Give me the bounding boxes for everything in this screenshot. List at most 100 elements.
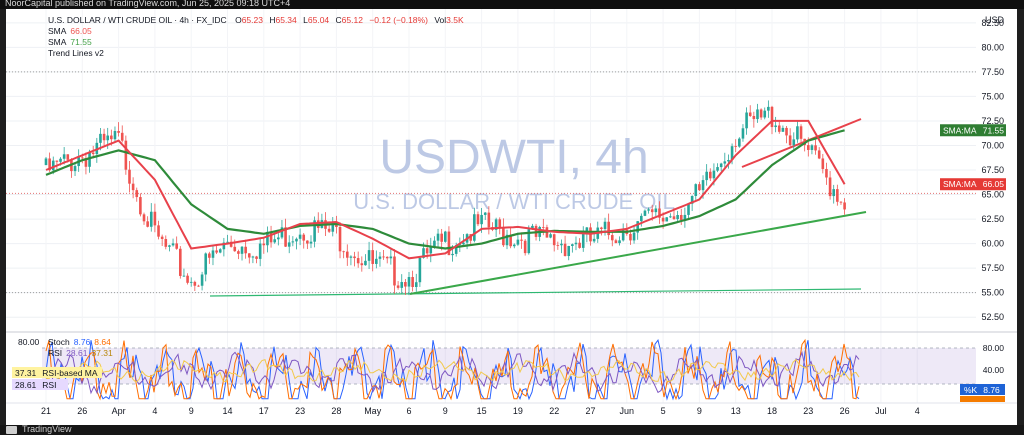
candle[interactable] (226, 241, 229, 243)
candle[interactable] (716, 167, 719, 171)
candle[interactable] (425, 248, 429, 254)
legend-trendlines[interactable]: Trend Lines v2 (48, 48, 104, 58)
candle[interactable] (836, 189, 839, 202)
candle[interactable] (610, 235, 614, 241)
candle[interactable] (723, 161, 727, 164)
candle[interactable] (839, 201, 843, 203)
candle[interactable] (621, 229, 625, 241)
candle[interactable] (618, 240, 621, 244)
stoch-d-line[interactable] (45, 338, 860, 401)
candle[interactable] (211, 250, 215, 258)
candle[interactable] (88, 152, 91, 167)
candle[interactable] (356, 258, 360, 264)
candle[interactable] (665, 217, 669, 222)
candle[interactable] (371, 250, 374, 264)
candle[interactable] (661, 217, 665, 222)
lower-legend-stoch[interactable]: Stoch 8.76 8.64 (48, 337, 111, 347)
candle[interactable] (796, 126, 799, 140)
candle[interactable] (66, 154, 70, 160)
candle[interactable] (828, 177, 832, 197)
candle[interactable] (556, 245, 560, 246)
candle[interactable] (799, 126, 803, 139)
candle[interactable] (99, 133, 102, 143)
candle[interactable] (785, 127, 788, 136)
candle[interactable] (567, 245, 571, 257)
candle[interactable] (843, 202, 846, 210)
candle[interactable] (676, 215, 679, 220)
candle[interactable] (679, 215, 683, 221)
candle[interactable] (51, 160, 55, 171)
candle[interactable] (643, 210, 647, 216)
candle[interactable] (197, 285, 200, 287)
candle[interactable] (777, 125, 781, 132)
candle[interactable] (113, 130, 117, 140)
candle[interactable] (672, 216, 676, 220)
candle[interactable] (120, 132, 124, 141)
candle[interactable] (767, 106, 770, 111)
candle[interactable] (418, 257, 422, 283)
candle[interactable] (494, 219, 498, 230)
candle[interactable] (730, 146, 734, 160)
candle[interactable] (400, 282, 404, 288)
candle[interactable] (179, 248, 182, 276)
candle[interactable] (233, 246, 237, 252)
candle[interactable] (414, 282, 418, 288)
candle[interactable] (204, 253, 208, 275)
candle[interactable] (433, 240, 436, 247)
candle[interactable] (273, 239, 276, 243)
candle[interactable] (135, 190, 139, 198)
candle[interactable] (110, 135, 113, 140)
candle[interactable] (498, 219, 502, 228)
candle[interactable] (708, 171, 712, 179)
candle[interactable] (821, 158, 825, 169)
candle[interactable] (502, 227, 505, 246)
candle[interactable] (683, 214, 687, 221)
candle[interactable] (807, 145, 810, 150)
candle[interactable] (454, 245, 458, 254)
candle[interactable] (284, 227, 287, 247)
candle[interactable] (338, 227, 342, 252)
candle[interactable] (277, 237, 280, 240)
candle[interactable] (563, 243, 567, 257)
candle[interactable] (146, 221, 149, 227)
candle[interactable] (345, 251, 349, 258)
candle[interactable] (701, 180, 705, 191)
candle[interactable] (168, 245, 171, 247)
candle[interactable] (142, 214, 146, 222)
candle[interactable] (738, 138, 741, 147)
candle[interactable] (698, 184, 701, 191)
candle[interactable] (542, 226, 545, 228)
trend-line-support-rising[interactable] (409, 211, 867, 295)
candle[interactable] (571, 244, 574, 246)
candle[interactable] (560, 243, 563, 246)
candle[interactable] (200, 274, 204, 286)
candle[interactable] (444, 231, 447, 242)
candle[interactable] (269, 231, 273, 243)
candle[interactable] (48, 158, 51, 171)
candle[interactable] (258, 243, 262, 259)
candle[interactable] (404, 282, 407, 287)
candle[interactable] (139, 197, 142, 215)
candle[interactable] (727, 159, 730, 162)
candle[interactable] (770, 106, 774, 128)
price-axis[interactable]: USD 82.50 80.00 77.50 75.00 72.50 70.00 67.50 6… (981, 15, 1004, 322)
candle[interactable] (215, 250, 218, 253)
candle[interactable] (451, 253, 454, 256)
candle[interactable] (473, 214, 476, 241)
candle[interactable] (375, 258, 378, 264)
candle[interactable] (306, 240, 309, 244)
candle[interactable] (516, 239, 520, 245)
candle[interactable] (447, 231, 451, 256)
candle[interactable] (208, 253, 211, 258)
candle[interactable] (640, 215, 643, 222)
candle[interactable] (719, 163, 723, 168)
candle[interactable] (222, 242, 226, 250)
candle[interactable] (182, 275, 186, 277)
sma-66-line[interactable] (45, 119, 846, 260)
candle[interactable] (175, 243, 178, 249)
candle[interactable] (91, 152, 95, 155)
candle[interactable] (690, 195, 694, 204)
candle[interactable] (483, 212, 487, 215)
trend-line-support-flat[interactable] (209, 288, 862, 297)
candle[interactable] (244, 246, 247, 254)
